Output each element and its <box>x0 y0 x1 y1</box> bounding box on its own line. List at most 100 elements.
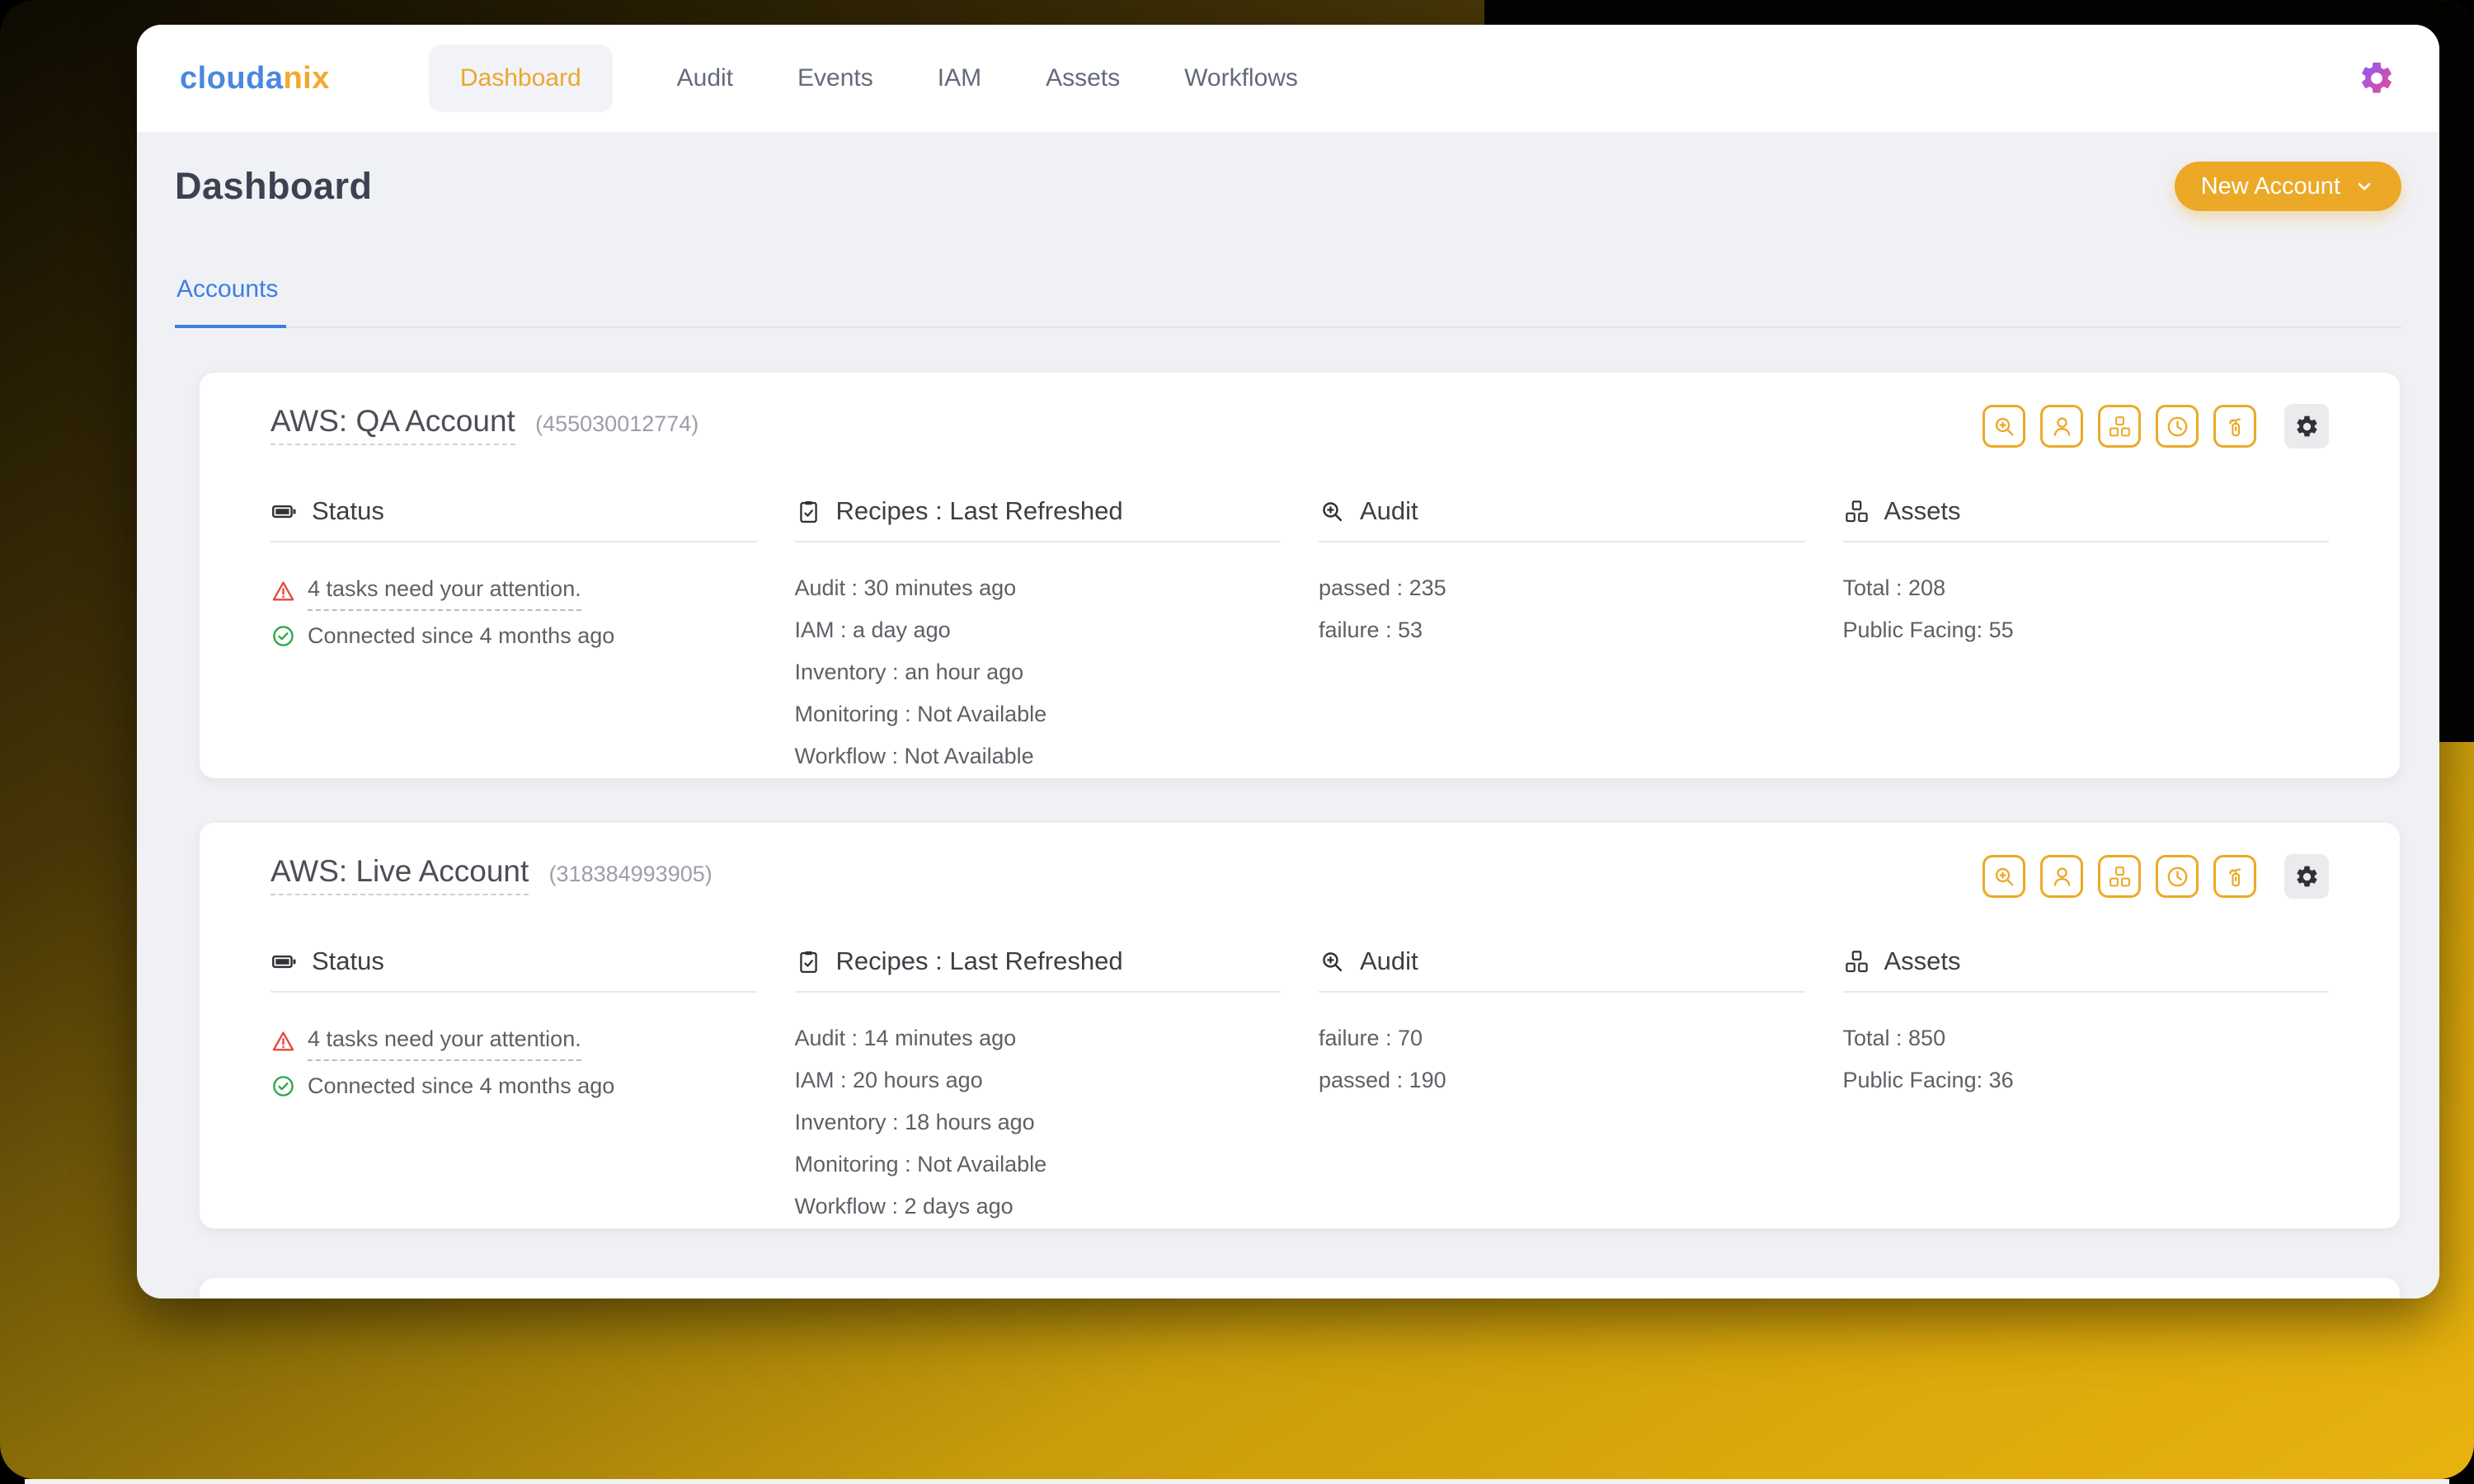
account-title: AWS: QA Account (455030012774) <box>270 404 699 445</box>
tasks-attention-link[interactable]: 4 tasks need your attention. <box>308 1022 581 1061</box>
nav-item-audit[interactable]: Audit <box>676 64 734 92</box>
status-heading-label: Status <box>312 496 384 525</box>
clock-icon <box>2165 864 2190 890</box>
recipes-heading: Recipes : Last Refreshed <box>794 946 1281 993</box>
account-card-live: AWS: Live Account (318384993905) <box>200 823 2400 1228</box>
assets-section: Assets Total : 850 Public Facing: 36 <box>1842 946 2330 1233</box>
recipes-heading: Recipes : Last Refreshed <box>794 496 1281 542</box>
clock-button[interactable] <box>2156 405 2199 448</box>
account-id: (318384993905) <box>548 862 713 886</box>
tasks-attention-link[interactable]: 4 tasks need your attention. <box>308 572 581 611</box>
user-button[interactable] <box>2040 405 2083 448</box>
audit-line: passed : 190 <box>1319 1068 1446 1092</box>
recipe-line: Workflow : Not Available <box>794 744 1034 768</box>
nav-item-workflows[interactable]: Workflows <box>1184 64 1298 92</box>
status-body: 4 tasks need your attention. Connected s… <box>270 572 757 652</box>
new-account-button[interactable]: New Account <box>2174 162 2401 211</box>
recipe-line: Audit : 14 minutes ago <box>794 1026 1017 1050</box>
status-section: Status 4 tasks need your attention. Conn… <box>270 946 757 1233</box>
card-action-buttons <box>1982 854 2329 899</box>
account-name[interactable]: AWS: Live Account <box>270 854 529 895</box>
audit-line: failure : 70 <box>1319 1026 1423 1050</box>
audit-body: failure : 70 passed : 190 <box>1319 1022 1805 1097</box>
app-window: cloudanix Dashboard Audit Events IAM Ass… <box>137 25 2439 1298</box>
audit-line: passed : 235 <box>1319 575 1446 600</box>
nav-item-dashboard[interactable]: Dashboard <box>428 45 613 112</box>
fire-extinguisher-button[interactable] <box>2213 405 2256 448</box>
recipe-line: IAM : a day ago <box>794 618 951 642</box>
screen-bottom-edge <box>25 1479 2449 1484</box>
title-row: Dashboard New Account <box>175 162 2401 211</box>
search-plus-button[interactable] <box>1982 405 2025 448</box>
fire-extinguisher-button[interactable] <box>2213 855 2256 898</box>
recipes-body: Audit : 30 minutes ago IAM : a day ago I… <box>795 572 1282 773</box>
audit-heading-label: Audit <box>1360 496 1418 525</box>
card-sections: Status 4 tasks need your attention. Conn… <box>270 946 2329 1233</box>
recipe-line: Inventory : an hour ago <box>794 660 1024 684</box>
search-plus-button[interactable] <box>1982 855 2025 898</box>
warning-triangle-icon <box>270 1029 296 1054</box>
recipes-heading-label: Recipes : Last Refreshed <box>835 946 1123 975</box>
settings-gear-icon <box>2294 864 2320 890</box>
clock-icon <box>2165 414 2190 439</box>
recipe-line: Workflow : 2 days ago <box>794 1194 1014 1219</box>
assets-line: Public Facing: 36 <box>1842 1068 2014 1092</box>
clock-button[interactable] <box>2156 855 2199 898</box>
logo-part-blue: clouda <box>180 60 284 96</box>
battery-icon <box>270 498 298 525</box>
settings-gear-icon[interactable] <box>2357 59 2396 98</box>
main-nav: Dashboard Audit Events IAM Assets Workfl… <box>428 45 1298 112</box>
recipes-section: Recipes : Last Refreshed Audit : 14 minu… <box>794 946 1281 1233</box>
assets-heading: Assets <box>1842 946 2329 993</box>
fire-extinguisher-icon <box>2222 864 2248 890</box>
search-plus-icon <box>1992 864 2017 890</box>
user-button[interactable] <box>2040 855 2083 898</box>
user-icon <box>2049 414 2075 439</box>
new-account-label: New Account <box>2200 172 2340 200</box>
user-icon <box>2049 864 2075 890</box>
recipe-line: Monitoring : Not Available <box>794 702 1047 726</box>
assets-body: Total : 208 Public Facing: 55 <box>1843 572 2330 646</box>
cubes-button[interactable] <box>2098 855 2141 898</box>
nav-item-assets[interactable]: Assets <box>1046 64 1121 92</box>
status-connected-line: Connected since 4 months ago <box>270 619 757 652</box>
card-settings-button[interactable] <box>2284 854 2329 899</box>
tab-accounts[interactable]: Accounts <box>175 275 287 328</box>
check-circle-icon <box>270 623 296 649</box>
chevron-down-icon <box>2354 176 2375 197</box>
nav-item-events[interactable]: Events <box>797 64 873 92</box>
recipes-heading-label: Recipes : Last Refreshed <box>835 496 1123 525</box>
card-settings-button[interactable] <box>2284 404 2329 448</box>
account-id: (455030012774) <box>535 411 699 436</box>
status-body: 4 tasks need your attention. Connected s… <box>270 1022 757 1102</box>
audit-line: failure : 53 <box>1319 618 1423 642</box>
cubes-icon <box>2107 414 2133 439</box>
assets-heading-label: Assets <box>1884 496 1961 525</box>
assets-body: Total : 850 Public Facing: 36 <box>1843 1022 2330 1097</box>
nav-item-iam[interactable]: IAM <box>937 64 982 92</box>
battery-icon <box>270 948 298 975</box>
card-action-buttons <box>1982 404 2329 448</box>
fire-extinguisher-icon <box>2222 414 2248 439</box>
tab-bar: Accounts <box>175 275 2401 328</box>
audit-heading: Audit <box>1319 946 1805 993</box>
cubes-button[interactable] <box>2098 405 2141 448</box>
cubes-icon <box>1843 948 1870 975</box>
search-plus-icon <box>1992 414 2017 439</box>
connected-since-label: Connected since 4 months ago <box>308 1073 615 1098</box>
audit-section: Audit failure : 70 passed : 190 <box>1319 946 1805 1233</box>
assets-line: Public Facing: 55 <box>1842 618 2014 642</box>
status-heading: Status <box>270 946 757 993</box>
search-plus-icon <box>1319 948 1346 975</box>
account-card-partial <box>200 1278 2400 1298</box>
account-cards: AWS: QA Account (455030012774) <box>200 373 2400 1298</box>
recipe-line: Monitoring : Not Available <box>794 1152 1047 1176</box>
card-header: AWS: QA Account (455030012774) <box>270 404 2329 448</box>
status-heading-label: Status <box>312 946 384 975</box>
assets-line: Total : 850 <box>1842 1026 1946 1050</box>
cubes-icon <box>2107 864 2133 890</box>
account-name[interactable]: AWS: QA Account <box>270 404 515 445</box>
cloudanix-logo[interactable]: cloudanix <box>180 61 330 96</box>
status-alert-line: 4 tasks need your attention. <box>270 1022 757 1061</box>
audit-section: Audit passed : 235 failure : 53 <box>1319 496 1805 782</box>
